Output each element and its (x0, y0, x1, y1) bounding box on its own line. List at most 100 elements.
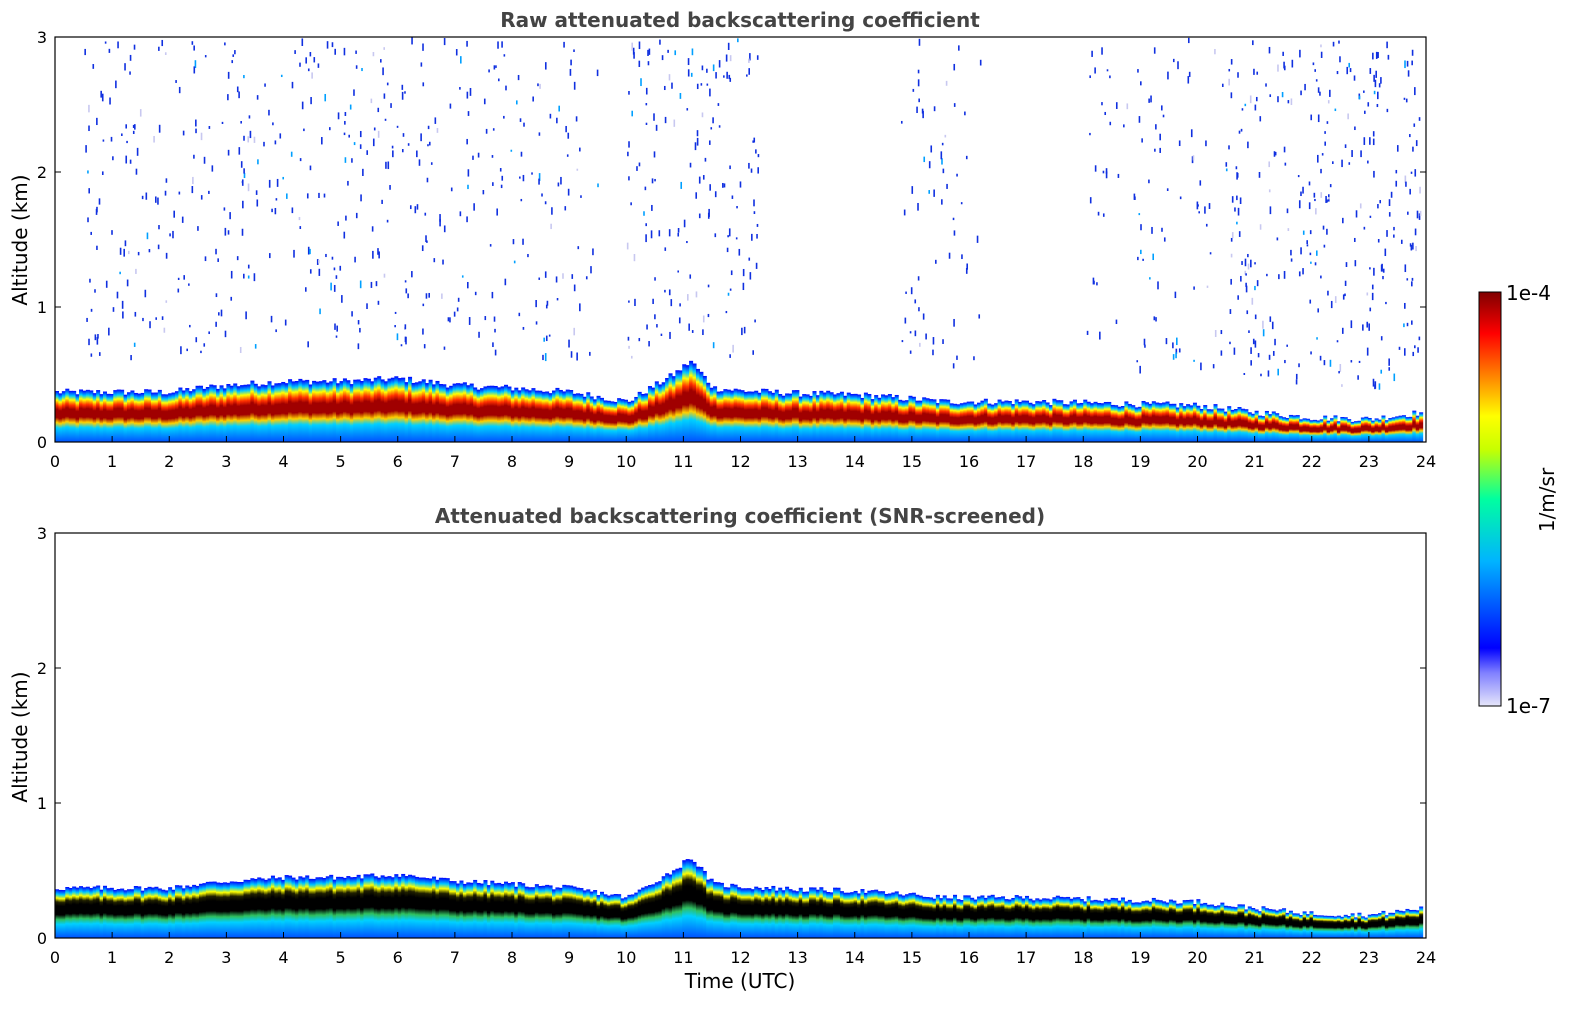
layer-column (586, 392, 591, 442)
noise-speck (544, 353, 547, 362)
noise-speck (255, 190, 258, 195)
noise-speck (753, 137, 756, 143)
x-tick-label: 13 (787, 452, 807, 471)
noise-speck (1250, 259, 1252, 268)
noise-speck (953, 63, 956, 71)
noise-speck (1205, 140, 1207, 147)
noise-speck (466, 281, 469, 289)
noise-speck (1099, 331, 1101, 340)
layer-column (161, 889, 166, 938)
layer-column (236, 386, 241, 442)
noise-speck (1339, 364, 1342, 372)
layer-column (623, 399, 628, 442)
panel-raw-noise (84, 37, 1422, 390)
layer-column (1083, 399, 1088, 442)
noise-speck (953, 318, 955, 327)
noise-speck (1386, 108, 1389, 113)
noise-speck (407, 293, 409, 299)
noise-speck (492, 182, 494, 186)
layer-column (541, 391, 546, 442)
noise-speck (158, 225, 160, 230)
noise-speck (1241, 108, 1244, 111)
noise-speck (377, 130, 380, 138)
layer-column (432, 876, 437, 938)
colorbar-gradient (1478, 291, 1502, 707)
noise-speck (1378, 83, 1381, 88)
noise-speck (695, 192, 698, 199)
layer-column (929, 897, 934, 938)
layer-column (1090, 403, 1095, 442)
layer-column (531, 887, 536, 938)
layer-column (78, 389, 84, 442)
noise-speck (359, 144, 362, 149)
noise-speck (1403, 97, 1406, 100)
layer-column (716, 882, 721, 938)
noise-speck (1283, 61, 1285, 69)
noise-speck (517, 74, 520, 81)
layer-column (1388, 418, 1393, 442)
y-tick-label: 3 (37, 524, 47, 543)
layer-column (377, 376, 382, 442)
layer-column (1357, 420, 1362, 442)
noise-speck (343, 231, 346, 239)
layer-column (418, 877, 423, 938)
noise-speck (563, 41, 565, 48)
layer-column (702, 870, 707, 938)
layer-column (1391, 912, 1396, 938)
layer-column (860, 397, 865, 442)
noise-speck (571, 274, 574, 279)
noise-speck (1306, 240, 1308, 245)
noise-speck (108, 327, 110, 336)
layer-column (558, 389, 563, 442)
noise-speck (1371, 292, 1374, 301)
layer-column (1165, 401, 1170, 442)
noise-speck (1206, 285, 1209, 288)
layer-column (404, 876, 409, 938)
layer-column (181, 888, 186, 938)
noise-speck (933, 106, 936, 112)
noise-speck (512, 239, 515, 245)
noise-speck (1109, 75, 1111, 79)
noise-speck (1228, 145, 1230, 150)
layer-column (322, 380, 327, 442)
noise-speck (1369, 137, 1371, 145)
layer-column (1395, 909, 1400, 938)
layer-column (867, 393, 872, 442)
noise-speck (1367, 160, 1369, 164)
noise-speck (690, 72, 693, 77)
noise-speck (307, 68, 310, 72)
noise-speck (519, 118, 522, 122)
noise-speck (1393, 373, 1396, 382)
layer-column (1206, 904, 1211, 938)
noise-speck (1231, 196, 1234, 203)
noise-speck (130, 355, 132, 361)
layer-column (815, 395, 820, 442)
noise-speck (1354, 126, 1356, 131)
noise-speck (1287, 100, 1290, 104)
layer-column (1412, 410, 1417, 442)
noise-speck (654, 314, 656, 320)
noise-speck (394, 311, 397, 314)
layer-column (1223, 905, 1228, 938)
layer-column (963, 402, 968, 442)
noise-speck (1357, 375, 1359, 380)
noise-speck (1234, 207, 1236, 212)
noise-speck (291, 207, 294, 214)
noise-speck (1415, 245, 1417, 252)
noise-speck (645, 103, 648, 106)
noise-speck (1308, 181, 1311, 186)
noise-speck (86, 317, 88, 322)
x-tick-label: 2 (164, 452, 174, 471)
layer-column (569, 390, 574, 442)
layer-column (637, 391, 642, 442)
noise-speck (1273, 151, 1276, 157)
noise-speck (545, 304, 548, 309)
layer-column (370, 873, 375, 938)
noise-speck (1362, 324, 1364, 331)
layer-column (260, 878, 265, 938)
noise-speck (1317, 87, 1320, 93)
layer-column (120, 389, 125, 442)
noise-speck (910, 287, 913, 295)
noise-speck (370, 281, 373, 288)
layer-column (150, 887, 155, 938)
